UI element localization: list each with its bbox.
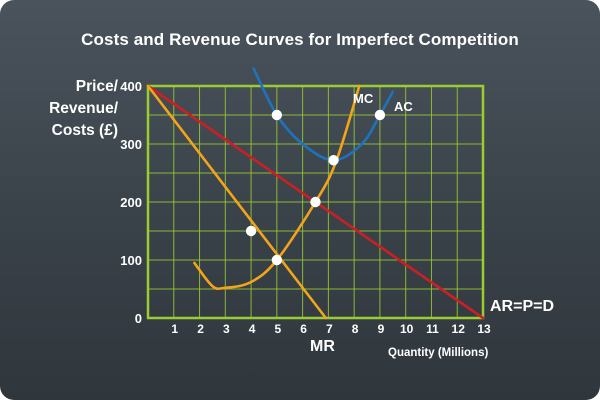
intersection-point [271,109,283,121]
x-tick-label: 13 [477,322,491,336]
ar-label: AR=P=D [490,298,554,315]
plot-frame [146,84,485,320]
x-axis-label: Quantity (Millions) [388,347,488,359]
ac-label: AC [394,99,413,114]
intersection-point [271,254,283,266]
x-tick-label: 5 [275,322,282,336]
mr-label: MR [310,338,335,355]
intersection-point [310,196,321,208]
x-tick-label: 4 [249,322,256,336]
intersection-point [245,225,257,237]
x-tick-label: 7 [326,322,333,336]
x-tick-label: 12 [452,322,466,336]
y-axis-label: Price/ Revenue/ Costs (£) [14,76,118,142]
x-tick-label: 11 [426,322,439,336]
x-tick-label: 1 [171,322,178,336]
intersection-point [328,155,339,166]
y-axis-label-line-3: Costs (£) [51,122,118,139]
x-tick-label: 8 [352,322,359,336]
x-tick-label: 10 [400,322,414,336]
y-axis-label-line-2: Revenue/ [49,100,118,117]
mr-line [146,84,328,320]
y-tick-label: 100 [120,253,142,268]
y-tick-label: 200 [120,195,142,210]
x-tick-label: 6 [300,322,307,336]
y-axis-label-line-1: Price/ [75,78,118,95]
y-tick-label: 300 [120,137,142,152]
x-tick-label: 2 [197,322,204,336]
y-tick-label: 0 [135,311,142,326]
x-tick-label: 3 [223,322,230,336]
y-tick-label: 400 [120,79,142,94]
chart-title: Costs and Revenue Curves for Imperfect C… [81,30,519,49]
intersection-point [374,109,386,121]
mc-label: MC [353,91,374,106]
x-tick-label: 9 [378,322,385,336]
